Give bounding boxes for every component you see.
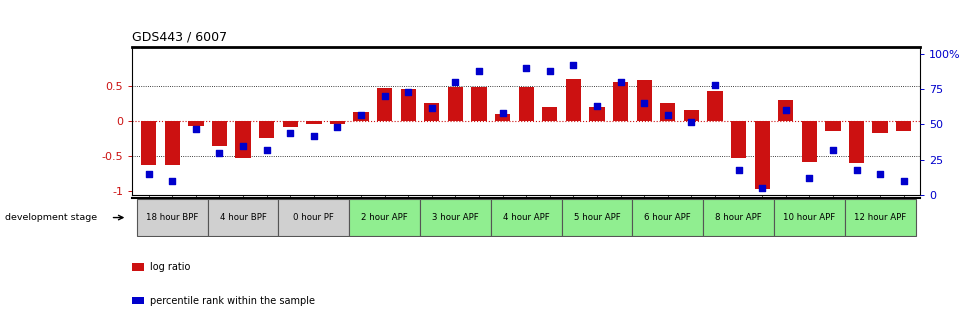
- Point: [801, 175, 817, 181]
- Bar: [895, 121, 911, 131]
- Bar: [778, 100, 792, 121]
- Text: 4 hour APF: 4 hour APF: [503, 213, 549, 222]
- Bar: [470, 87, 486, 121]
- Bar: [542, 107, 556, 121]
- Text: 5 hour APF: 5 hour APF: [573, 213, 620, 222]
- Point: [778, 108, 793, 113]
- FancyBboxPatch shape: [702, 199, 774, 236]
- Bar: [612, 82, 628, 121]
- Bar: [400, 89, 416, 121]
- Point: [542, 68, 557, 74]
- Bar: [259, 121, 274, 138]
- Point: [353, 112, 369, 117]
- Point: [470, 68, 486, 74]
- Point: [730, 167, 745, 172]
- Bar: [353, 112, 369, 121]
- FancyBboxPatch shape: [561, 199, 632, 236]
- Bar: [306, 121, 321, 124]
- Point: [895, 178, 911, 183]
- Point: [423, 105, 439, 110]
- Bar: [447, 87, 463, 121]
- Bar: [235, 121, 250, 158]
- Bar: [683, 111, 698, 121]
- Bar: [824, 121, 840, 131]
- FancyBboxPatch shape: [632, 199, 702, 236]
- Text: log ratio: log ratio: [150, 262, 190, 272]
- Text: percentile rank within the sample: percentile rank within the sample: [150, 296, 315, 306]
- Bar: [164, 121, 180, 165]
- Text: 12 hour APF: 12 hour APF: [853, 213, 906, 222]
- Point: [258, 147, 274, 153]
- Point: [824, 147, 840, 153]
- FancyBboxPatch shape: [490, 199, 561, 236]
- Text: development stage: development stage: [5, 213, 97, 222]
- Bar: [589, 107, 604, 121]
- Point: [494, 111, 510, 116]
- Point: [589, 103, 604, 109]
- Point: [517, 66, 533, 71]
- Point: [330, 125, 345, 130]
- FancyBboxPatch shape: [207, 199, 278, 236]
- Point: [612, 80, 628, 85]
- Text: GDS443 / 6007: GDS443 / 6007: [132, 31, 227, 44]
- Text: 4 hour BPF: 4 hour BPF: [219, 213, 266, 222]
- FancyBboxPatch shape: [137, 199, 207, 236]
- Bar: [871, 121, 887, 133]
- Point: [706, 82, 722, 88]
- Bar: [636, 80, 651, 121]
- Bar: [706, 91, 722, 121]
- Bar: [188, 121, 203, 126]
- Point: [636, 101, 651, 106]
- Bar: [659, 103, 675, 121]
- FancyBboxPatch shape: [349, 199, 420, 236]
- Point: [188, 126, 203, 131]
- Bar: [754, 121, 769, 189]
- Point: [848, 167, 864, 172]
- Bar: [848, 121, 864, 163]
- Text: 10 hour APF: 10 hour APF: [782, 213, 834, 222]
- Bar: [132, 297, 144, 304]
- Bar: [141, 121, 156, 165]
- Text: 3 hour APF: 3 hour APF: [431, 213, 478, 222]
- FancyBboxPatch shape: [420, 199, 490, 236]
- Text: 8 hour APF: 8 hour APF: [715, 213, 761, 222]
- Point: [683, 119, 698, 124]
- Bar: [731, 121, 745, 158]
- Text: 6 hour APF: 6 hour APF: [644, 213, 690, 222]
- Point: [235, 143, 250, 148]
- Bar: [801, 121, 817, 162]
- Text: 0 hour PF: 0 hour PF: [293, 213, 333, 222]
- FancyBboxPatch shape: [774, 199, 844, 236]
- Bar: [211, 121, 227, 145]
- Bar: [283, 121, 297, 127]
- FancyBboxPatch shape: [278, 199, 349, 236]
- Text: 2 hour APF: 2 hour APF: [361, 213, 408, 222]
- Point: [377, 94, 392, 99]
- Bar: [330, 121, 345, 124]
- Point: [211, 150, 227, 155]
- Point: [282, 130, 297, 136]
- Point: [754, 185, 770, 191]
- Point: [400, 89, 416, 95]
- Bar: [518, 87, 533, 121]
- Bar: [423, 103, 439, 121]
- Text: 18 hour BPF: 18 hour BPF: [146, 213, 199, 222]
- Bar: [565, 79, 581, 121]
- Bar: [495, 114, 510, 121]
- Point: [871, 171, 887, 176]
- Bar: [132, 263, 144, 271]
- Bar: [377, 88, 392, 121]
- FancyBboxPatch shape: [844, 199, 914, 236]
- Point: [565, 62, 581, 68]
- Point: [306, 133, 322, 138]
- Point: [141, 171, 156, 176]
- Point: [447, 80, 463, 85]
- Point: [164, 178, 180, 183]
- Point: [659, 112, 675, 117]
